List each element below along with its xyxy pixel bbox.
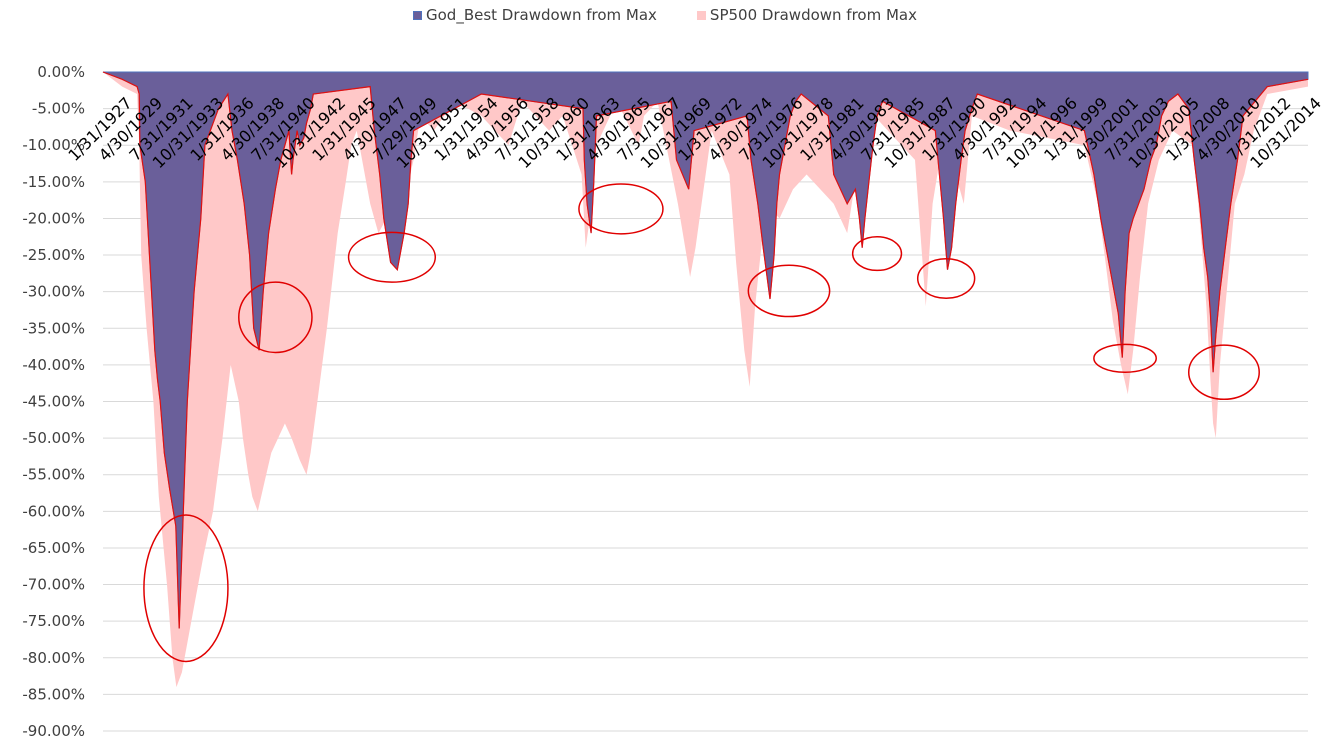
y-tick-label: -55.00% [22, 466, 85, 484]
y-tick-label: -15.00% [22, 173, 85, 191]
highlight-circle [238, 281, 313, 354]
y-tick-label: -10.00% [22, 136, 85, 154]
highlight-circle [1187, 344, 1260, 401]
highlight-circles [143, 183, 1260, 663]
series-areas [102, 71, 1309, 688]
legend-label-sp500: SP500 Drawdown from Max [709, 6, 917, 24]
y-tick-label: -45.00% [22, 393, 85, 411]
highlight-circle [851, 236, 903, 272]
highlight-circle [578, 183, 664, 235]
sp500-drawdown-area [103, 72, 1308, 688]
highlight-circle [1093, 343, 1157, 373]
y-tick-label: -60.00% [22, 502, 85, 520]
y-tick-label: -5.00% [32, 100, 85, 118]
highlight-circle [347, 231, 437, 283]
legend-item-god[interactable]: God_Best Drawdown from Max [413, 6, 657, 24]
y-tick-label: -50.00% [22, 429, 85, 447]
y-tick-label: -70.00% [22, 576, 85, 594]
legend: God_Best Drawdown from Max SP500 Drawdow… [0, 6, 1330, 24]
y-tick-label: -90.00% [22, 722, 85, 740]
y-tick-label: -80.00% [22, 649, 85, 667]
y-tick-label: -85.00% [22, 685, 85, 703]
y-axis-ticks: 0.00% -5.00% -10.00% -15.00% -20.00% -25.00% -… [22, 63, 85, 740]
y-tick-label: -75.00% [22, 612, 85, 630]
y-tick-label: -35.00% [22, 319, 85, 337]
drawdown-series-line [102, 71, 1309, 629]
highlight-circle [143, 514, 229, 663]
legend-swatch-god [413, 10, 422, 20]
legend-label-god: God_Best Drawdown from Max [426, 6, 657, 24]
legend-swatch-sp500 [696, 10, 706, 20]
y-tick-label: 0.00% [37, 63, 85, 81]
highlight-circle [747, 264, 831, 318]
y-tick-label: -25.00% [22, 246, 85, 264]
y-tick-label: -40.00% [22, 356, 85, 374]
highlight-circle [916, 257, 976, 300]
legend-item-sp500[interactable]: SP500 Drawdown from Max [696, 6, 917, 24]
y-tick-label: -65.00% [22, 539, 85, 557]
y-tick-label: -30.00% [22, 283, 85, 301]
y-tick-label: -20.00% [22, 209, 85, 227]
